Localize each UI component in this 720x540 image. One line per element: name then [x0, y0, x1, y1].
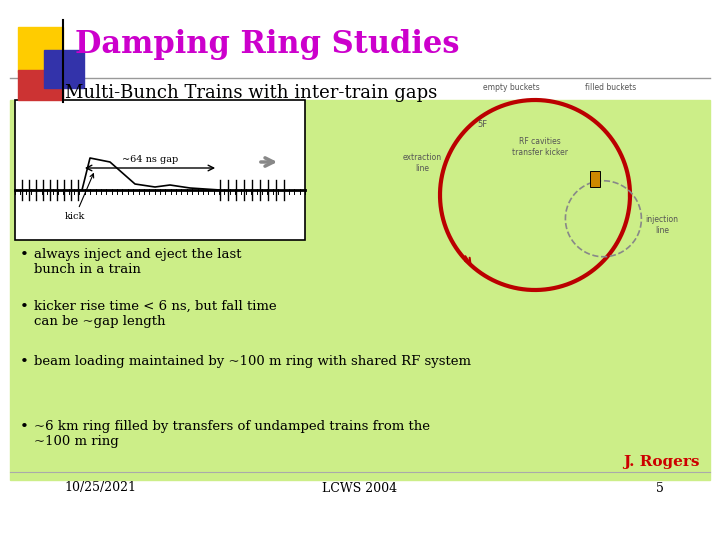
Text: kick: kick [65, 174, 94, 221]
Text: injection
line: injection line [646, 215, 678, 235]
Text: Damping Ring Studies: Damping Ring Studies [75, 30, 459, 60]
Bar [10, 100, 710, 480]
Text: kicker rise time < 6 ns, but fall time
can be ~gap length: kicker rise time < 6 ns, but fall time c… [34, 300, 276, 328]
Text: 5F: 5F [477, 119, 488, 129]
Text: empty buckets: empty buckets [483, 83, 539, 92]
Text: J. Rogers: J. Rogers [624, 455, 700, 469]
Text: •: • [20, 355, 29, 369]
Text: extraction
line: extraction line [402, 153, 441, 173]
Bar [15, 100, 305, 240]
Text: Multi-Bunch Trains with inter-train gaps: Multi-Bunch Trains with inter-train gaps [65, 84, 437, 102]
Text: filled buckets: filled buckets [585, 83, 636, 92]
Text: LCWS 2004: LCWS 2004 [323, 482, 397, 495]
Bar [18, 27, 63, 72]
Text: always inject and eject the last
bunch in a train: always inject and eject the last bunch i… [34, 248, 241, 276]
Text: beam loading maintained by ~100 m ring with shared RF system: beam loading maintained by ~100 m ring w… [34, 355, 471, 368]
Text: •: • [20, 248, 29, 262]
Text: ~6 km ring filled by transfers of undamped trains from the
~100 m ring: ~6 km ring filled by transfers of undamp… [34, 420, 430, 448]
Text: 5: 5 [656, 482, 664, 495]
Text: 10/25/2021: 10/25/2021 [64, 482, 136, 495]
Bar [590, 171, 600, 187]
Text: •: • [20, 420, 29, 434]
Bar [18, 70, 63, 100]
Text: •: • [20, 300, 29, 314]
Text: ~64 ns gap: ~64 ns gap [122, 155, 178, 164]
Bar [44, 50, 84, 88]
Text: RF cavities
transfer kicker: RF cavities transfer kicker [512, 137, 568, 157]
